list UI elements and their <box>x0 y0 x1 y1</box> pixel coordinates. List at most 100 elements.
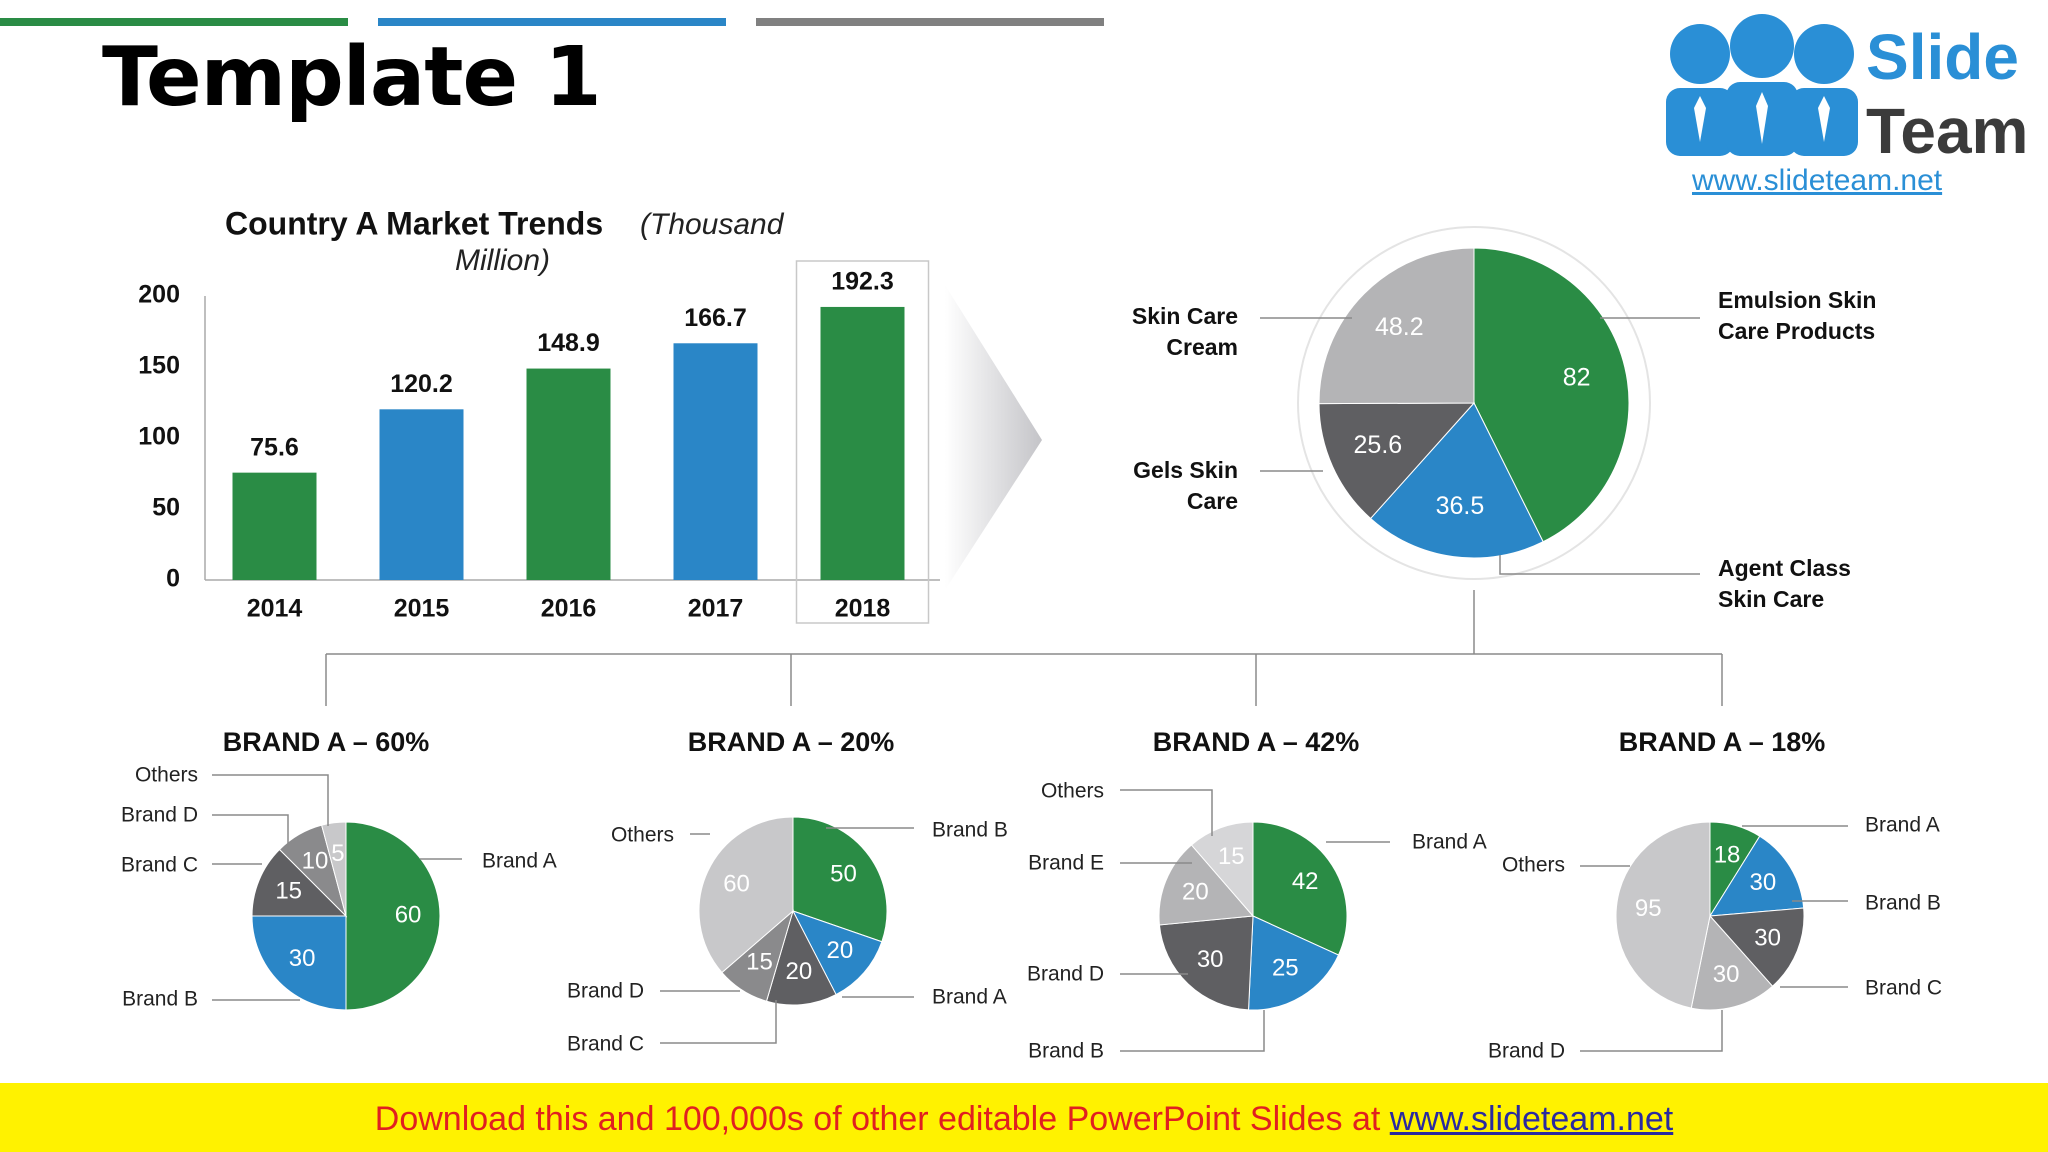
brand-pie-3-slice <box>1252 821 1348 956</box>
brand-pie-4-value-label: 30 <box>1754 924 1781 951</box>
main-pie-value-label: 25.6 <box>1354 431 1403 459</box>
main-pie-category-label-line2: Care <box>1187 488 1238 514</box>
bar-chart-title-unit-line1: (Thousand <box>640 208 785 241</box>
bar-x-tick-label: 2014 <box>247 595 303 623</box>
brand-pie-2-value-label: 15 <box>746 949 773 976</box>
brand-pie-category-label: Others <box>611 824 674 847</box>
main-pie-slice <box>1369 402 1544 559</box>
brand-pie-4-value-label: 30 <box>1750 869 1777 896</box>
main-pie-category-label-line2: Care Products <box>1718 318 1875 344</box>
logo-url[interactable]: www.slideteam.net <box>1692 164 1943 197</box>
main-pie-category-label-line1: Emulsion Skin <box>1718 287 1876 313</box>
main-pie-value-label: 36.5 <box>1436 492 1485 520</box>
main-pie-category-label-line1: Skin Care <box>1132 303 1238 329</box>
brand-pie-3-slice <box>1158 844 1255 926</box>
brand-pie-category-label: Brand A <box>1865 814 1940 837</box>
brand-pie-3-value-label: 15 <box>1218 843 1245 870</box>
brand-pie-category-label: Others <box>135 764 198 787</box>
main-pie-value-label: 82 <box>1563 363 1591 391</box>
brand-pie-2-slice <box>765 909 837 1006</box>
main-pie-value-label: 48.2 <box>1375 313 1424 341</box>
bar-2018 <box>820 306 905 580</box>
bar-y-tick-label: 150 <box>138 352 180 380</box>
brand-pie-category-label: Brand E <box>1028 852 1104 875</box>
brand-pie-4-slice <box>1709 835 1805 917</box>
brand-pie-category-label: Brand C <box>1865 977 1942 1000</box>
brand-pie-leader-line <box>1120 789 1213 836</box>
brand-pie-1-slice <box>251 848 348 917</box>
brand-pie-4-slice <box>1708 907 1805 987</box>
bar-value-label: 75.6 <box>250 433 299 461</box>
brand-pie-2-value-label: 50 <box>830 860 857 887</box>
slideteam-logo[interactable]: Slide Team www.slideteam.net <box>1640 2 2040 198</box>
bar-chart-title: Country A Market Trends <box>225 205 603 241</box>
logo-word-slide: Slide <box>1866 21 2019 93</box>
brand-pie-1-slice <box>251 915 347 1011</box>
brand-pie-category-label: Others <box>1041 780 1104 803</box>
brand-pie-title: BRAND A – 18% <box>1619 727 1826 757</box>
brand-pie-title: BRAND A – 42% <box>1153 727 1360 757</box>
brand-pie-leader-line <box>212 774 329 826</box>
main-pie-slice <box>1318 247 1475 405</box>
bar-y-tick-label: 200 <box>138 281 180 309</box>
bar-2015 <box>379 409 464 580</box>
brand-pie-category-label: Brand B <box>932 819 1008 842</box>
brand-pie-category-label: Others <box>1502 854 1565 877</box>
accent-bar-green <box>0 18 348 26</box>
bar-y-tick-label: 0 <box>166 565 180 593</box>
bar-x-tick-label: 2016 <box>541 595 597 623</box>
bar-highlight-frame <box>795 260 930 624</box>
brand-pie-4-value-label: 30 <box>1713 961 1740 988</box>
bar-2017 <box>673 343 758 580</box>
brand-pie-3-value-label: 20 <box>1182 878 1209 905</box>
main-pie-category-label-line1: Gels Skin <box>1133 457 1238 483</box>
bar-chart-title-unit-line2: Million) <box>455 244 550 277</box>
brand-pie-1-value-label: 60 <box>395 901 422 928</box>
main-pie-slice <box>1318 402 1476 520</box>
brand-pie-4-value-label: 95 <box>1635 895 1662 922</box>
brand-pie-4-slice <box>1615 821 1711 1009</box>
bar-y-tick-label: 50 <box>152 494 180 522</box>
callout-arrow-shape <box>945 285 1042 590</box>
bar-value-label: 120.2 <box>390 370 453 398</box>
brand-pie-1-value-label: 30 <box>289 945 316 972</box>
brand-pie-4-value-label: 18 <box>1714 842 1741 869</box>
brand-pie-3-value-label: 25 <box>1272 954 1299 981</box>
brand-pie-category-label: Brand B <box>1865 892 1941 915</box>
brand-pie-2-value-label: 20 <box>827 937 854 964</box>
footer-text: Download this and 100,000s of other edit… <box>0 1100 2048 1139</box>
brand-pie-category-label: Brand D <box>1488 1040 1565 1063</box>
brand-pie-category-label: Brand D <box>121 804 198 827</box>
brand-pie-title: BRAND A – 20% <box>688 727 895 757</box>
bar-x-tick-label: 2015 <box>394 595 450 623</box>
brand-pie-leader-line <box>1580 1010 1723 1052</box>
footer-banner <box>0 1083 2048 1152</box>
bar-value-label: 166.7 <box>684 304 747 332</box>
main-pie-slice <box>1473 247 1630 543</box>
brand-pie-3-value-label: 30 <box>1197 946 1224 973</box>
bar-2016 <box>526 368 611 580</box>
brand-pie-2-slice <box>791 910 883 996</box>
accent-bar-gray <box>756 18 1104 26</box>
bar-2014 <box>232 472 317 580</box>
brand-pie-2-slice <box>792 816 888 943</box>
accent-bar-blue <box>378 18 726 26</box>
brand-pie-1-slice <box>345 821 441 1011</box>
slide-title: Template 1 <box>102 30 602 125</box>
brand-pie-title: BRAND A – 60% <box>223 727 430 757</box>
brand-pie-1-value-label: 5 <box>331 840 344 867</box>
brand-pie-3-slice <box>1248 915 1340 1011</box>
brand-pie-category-label: Brand D <box>1027 963 1104 986</box>
footer-link[interactable]: www.slideteam.net <box>1389 1100 1674 1138</box>
brand-pie-category-label: Brand D <box>567 980 644 1003</box>
brand-pie-3-slice <box>1190 821 1254 918</box>
people-icon <box>1666 14 1858 156</box>
bar-value-label: 148.9 <box>537 329 600 357</box>
brand-pie-category-label: Brand C <box>567 1033 644 1056</box>
main-pie-category-label-line1: Agent Class <box>1718 555 1851 581</box>
brand-pie-1-value-label: 15 <box>275 878 302 905</box>
footer-message: Download this and 100,000s of other edit… <box>374 1100 1390 1138</box>
brand-pie-category-label: Brand B <box>1028 1040 1104 1063</box>
brand-pie-leader-line <box>212 814 289 848</box>
